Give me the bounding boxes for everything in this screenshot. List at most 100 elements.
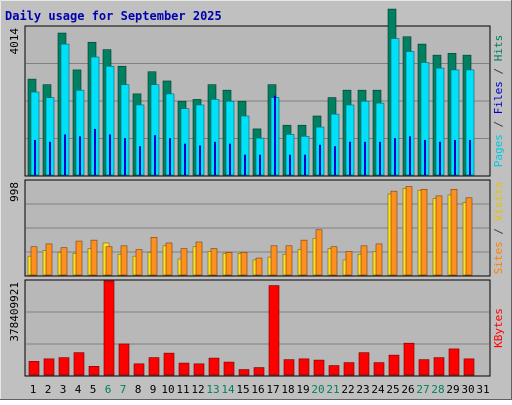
bar-sites-day-5 <box>90 239 98 276</box>
bar-sites-day-24 <box>375 243 383 276</box>
bar-kbytes-day-5 <box>88 366 100 376</box>
bar-kbytes-day-28 <box>433 357 445 376</box>
bar-files-day-8 <box>139 146 141 175</box>
x-tick-label-day-8: 8 <box>135 383 142 396</box>
panel-top-legend-part: Files <box>492 81 505 114</box>
bar-sites-day-9 <box>150 237 158 276</box>
bar-sites-day-12 <box>195 241 203 276</box>
bar-kbytes-day-13 <box>208 357 220 376</box>
bar-files-day-23 <box>364 141 366 175</box>
bar-files-day-21 <box>334 146 336 175</box>
bar-sites-day-28 <box>435 195 443 276</box>
x-tick-label-day-15: 15 <box>236 383 249 396</box>
bar-sites-day-19 <box>300 239 308 276</box>
panel-bottom: 378409921 KBytes <box>8 279 505 377</box>
bar-files-day-22 <box>349 141 351 175</box>
bar-sites-day-15 <box>240 252 248 276</box>
bar-sites-day-3 <box>60 247 68 276</box>
x-tick-label-day-5: 5 <box>90 383 97 396</box>
bar-kbytes-day-3 <box>58 357 70 376</box>
bar-kbytes-day-12 <box>193 363 205 376</box>
bar-sites-day-29 <box>450 188 458 276</box>
bar-sites-day-25 <box>390 190 398 276</box>
panel-top: 4014 Pages / Files / Hits <box>8 8 505 177</box>
panel-top-legend-part: Pages <box>492 134 505 167</box>
panel-top-legend-part: / <box>492 61 505 81</box>
bar-kbytes-day-21 <box>328 365 340 376</box>
x-tick-label-day-27: 27 <box>416 383 429 396</box>
x-tick-label-day-3: 3 <box>60 383 67 396</box>
bar-sites-day-17 <box>270 245 278 276</box>
bar-files-day-17 <box>274 95 276 175</box>
bar-kbytes-day-10 <box>163 352 175 376</box>
panel-top-legend-part: / <box>492 114 505 134</box>
bar-kbytes-day-23 <box>358 352 370 376</box>
panel-middle-legend-part: Visits <box>492 182 505 222</box>
bar-sites-day-23 <box>360 245 368 276</box>
x-tick-label-day-22: 22 <box>341 383 354 396</box>
x-tick-label-day-23: 23 <box>356 383 369 396</box>
x-tick-label-day-6: 6 <box>105 383 112 396</box>
x-tick-label-day-2: 2 <box>45 383 52 396</box>
x-tick-label-day-9: 9 <box>150 383 157 396</box>
bar-kbytes-day-7 <box>118 343 130 376</box>
x-tick-label-day-19: 19 <box>296 383 309 396</box>
bar-files-day-10 <box>169 138 171 175</box>
bar-kbytes-day-8 <box>133 363 145 376</box>
bar-kbytes-day-6 <box>103 280 115 376</box>
bar-files-day-24 <box>379 141 381 175</box>
bar-files-day-26 <box>409 136 411 175</box>
panel-top-legend-label: Pages / Files / Hits <box>492 35 505 168</box>
panel-top-legend-part: Hits <box>492 35 505 62</box>
panel-middle-legend-part: Sites <box>492 241 505 274</box>
bar-sites-day-16 <box>255 257 263 276</box>
bar-kbytes-day-17 <box>268 285 280 376</box>
x-tick-label-day-25: 25 <box>386 383 399 396</box>
x-tick-label-day-26: 26 <box>401 383 414 396</box>
bar-sites-day-27 <box>420 188 428 276</box>
bar-kbytes-day-24 <box>373 362 385 376</box>
bar-files-day-14 <box>229 143 231 175</box>
x-tick-label-day-31: 31 <box>476 383 489 396</box>
bar-kbytes-day-20 <box>313 359 325 376</box>
x-tick-label-day-4: 4 <box>75 383 82 396</box>
bar-kbytes-day-11 <box>178 362 190 376</box>
bar-files-day-19 <box>304 154 306 175</box>
bar-files-day-27 <box>424 139 426 175</box>
bar-sites-day-14 <box>225 252 233 276</box>
bar-sites-day-4 <box>75 240 83 276</box>
bar-files-day-16 <box>259 154 261 175</box>
x-tick-label-day-17: 17 <box>266 383 279 396</box>
x-tick-label-day-1: 1 <box>30 383 37 396</box>
bar-kbytes-day-16 <box>253 367 265 376</box>
bar-sites-day-6 <box>105 246 113 276</box>
bar-sites-day-13 <box>210 248 218 276</box>
bar-sites-day-2 <box>45 243 53 276</box>
x-tick-label-day-13: 13 <box>206 383 219 396</box>
bar-kbytes-day-18 <box>283 359 295 376</box>
x-tick-label-day-20: 20 <box>311 383 324 396</box>
bar-files-day-5 <box>94 128 96 175</box>
bar-files-day-29 <box>454 139 456 175</box>
bar-kbytes-day-27 <box>418 359 430 376</box>
x-tick-label-day-12: 12 <box>191 383 204 396</box>
x-tick-label-day-28: 28 <box>431 383 444 396</box>
x-tick-label-day-29: 29 <box>446 383 459 396</box>
bar-files-day-3 <box>64 134 66 175</box>
bar-sites-day-8 <box>135 249 143 276</box>
bar-sites-day-26 <box>405 186 413 276</box>
bar-sites-day-30 <box>465 197 473 276</box>
bar-files-day-12 <box>199 145 201 175</box>
bar-sites-day-22 <box>345 251 353 276</box>
bar-kbytes-day-1 <box>28 361 40 376</box>
panel-middle-legend-part: / <box>492 221 505 241</box>
x-tick-label-day-18: 18 <box>281 383 294 396</box>
panel-bottom-legend-part: KBytes <box>492 308 505 348</box>
panel-bottom-legend-label: KBytes <box>492 308 505 348</box>
bar-files-day-25 <box>394 138 396 175</box>
bar-kbytes-day-4 <box>73 352 85 376</box>
bar-kbytes-day-19 <box>298 358 310 376</box>
x-tick-label-day-10: 10 <box>161 383 174 396</box>
